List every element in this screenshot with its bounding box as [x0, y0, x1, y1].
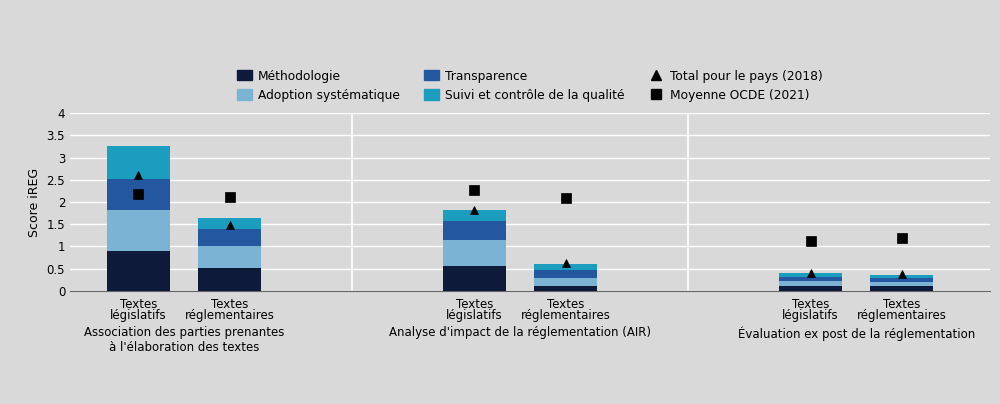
Text: législatifs: législatifs	[446, 309, 503, 322]
Bar	[870, 276, 933, 278]
Bar	[534, 286, 597, 291]
Bar	[534, 269, 597, 278]
Text: réglementaires: réglementaires	[857, 309, 947, 322]
Bar	[779, 277, 842, 281]
Bar	[779, 273, 842, 277]
Text: à l'élaboration des textes: à l'élaboration des textes	[109, 341, 259, 354]
Bar	[198, 229, 261, 246]
Text: Évaluation ex post de la réglementation: Évaluation ex post de la réglementation	[738, 326, 975, 341]
Text: législatifs: législatifs	[110, 309, 167, 322]
Text: législatifs: législatifs	[782, 309, 839, 322]
Bar	[443, 221, 506, 240]
Bar	[870, 286, 933, 291]
Bar	[107, 179, 170, 210]
Text: Textes: Textes	[120, 298, 157, 311]
Bar	[198, 268, 261, 291]
Bar	[870, 282, 933, 286]
Text: Analyse d'impact de la réglementation (AIR): Analyse d'impact de la réglementation (A…	[389, 326, 651, 339]
Bar	[534, 264, 597, 269]
Bar	[443, 267, 506, 291]
Bar	[198, 217, 261, 229]
Bar	[107, 146, 170, 179]
Text: réglementaires: réglementaires	[185, 309, 274, 322]
Legend: Méthodologie, Adoption systématique, Transparence, Suivi et contrôle de la quali: Méthodologie, Adoption systématique, Tra…	[234, 66, 826, 105]
Bar	[107, 210, 170, 251]
Y-axis label: Score iREG: Score iREG	[28, 167, 41, 237]
Bar	[443, 240, 506, 267]
Bar	[107, 251, 170, 291]
Bar	[198, 246, 261, 268]
Text: réglementaires: réglementaires	[521, 309, 611, 322]
Text: Textes: Textes	[547, 298, 584, 311]
Text: Textes: Textes	[211, 298, 248, 311]
Text: Textes: Textes	[792, 298, 829, 311]
Bar	[779, 281, 842, 286]
Text: Textes: Textes	[456, 298, 493, 311]
Bar	[443, 210, 506, 221]
Bar	[534, 278, 597, 286]
Text: Textes: Textes	[883, 298, 920, 311]
Bar	[779, 286, 842, 291]
Text: Association des parties prenantes: Association des parties prenantes	[84, 326, 284, 339]
Bar	[870, 278, 933, 282]
